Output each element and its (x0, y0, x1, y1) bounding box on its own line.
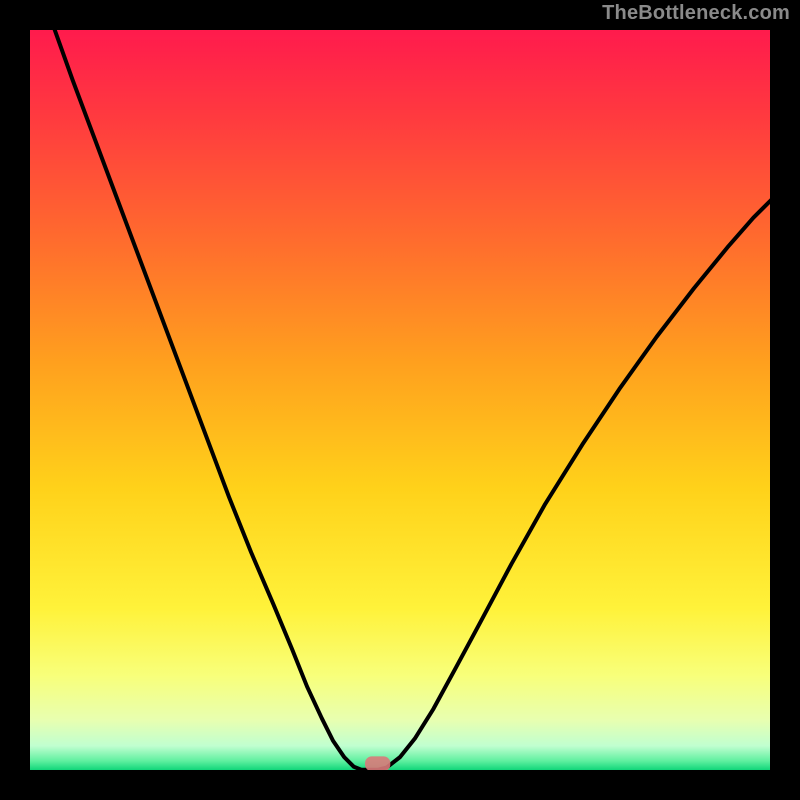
plot-svg (28, 28, 772, 772)
plot-frame (28, 28, 772, 772)
plot-background (28, 28, 772, 772)
min-marker (365, 756, 390, 771)
watermark-text: TheBottleneck.com (602, 2, 790, 25)
chart-root: TheBottleneck.com (0, 0, 800, 800)
